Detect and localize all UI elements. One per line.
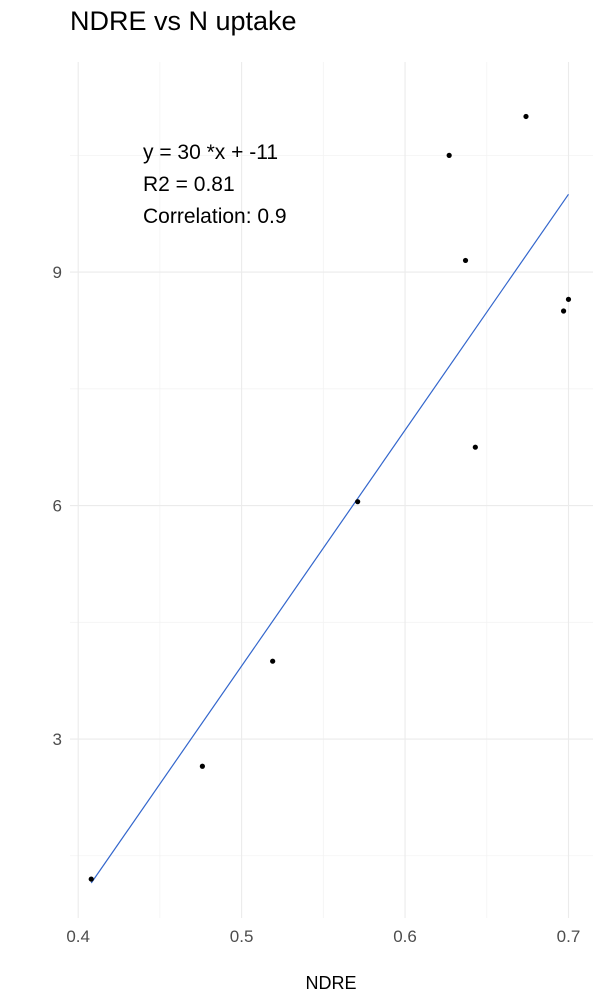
data-point	[472, 444, 478, 450]
correlation-annotation: Correlation: 0.9	[143, 205, 287, 228]
y-tick-label: 6	[53, 497, 62, 516]
data-point	[446, 152, 452, 158]
regression-line	[90, 193, 569, 884]
data-points	[88, 113, 572, 882]
data-point	[560, 308, 567, 314]
tick-labels: 0.4 0.5 0.6 0.7 3 6 9	[53, 263, 581, 946]
minor-grid	[70, 62, 593, 918]
data-point	[523, 113, 529, 120]
chart-title: NDRE vs N uptake	[70, 6, 297, 36]
x-tick-label: 0.5	[230, 927, 254, 946]
r-squared-annotation: R2 = 0.81	[143, 173, 235, 196]
data-point	[462, 257, 469, 264]
y-tick-label: 9	[53, 263, 62, 282]
y-tick-label: 3	[53, 730, 62, 749]
data-point	[565, 296, 572, 302]
x-tick-label: 0.7	[557, 927, 581, 946]
data-point	[199, 763, 205, 769]
regression-line-layer	[90, 193, 569, 884]
equation-annotation: y = 30 *x + -11	[143, 141, 278, 164]
x-tick-label: 0.4	[66, 927, 90, 946]
data-point	[270, 658, 276, 664]
data-point	[88, 876, 94, 882]
x-tick-label: 0.6	[393, 927, 417, 946]
x-axis-title: NDRE	[305, 973, 356, 993]
major-grid	[70, 62, 593, 918]
data-point	[355, 499, 361, 505]
